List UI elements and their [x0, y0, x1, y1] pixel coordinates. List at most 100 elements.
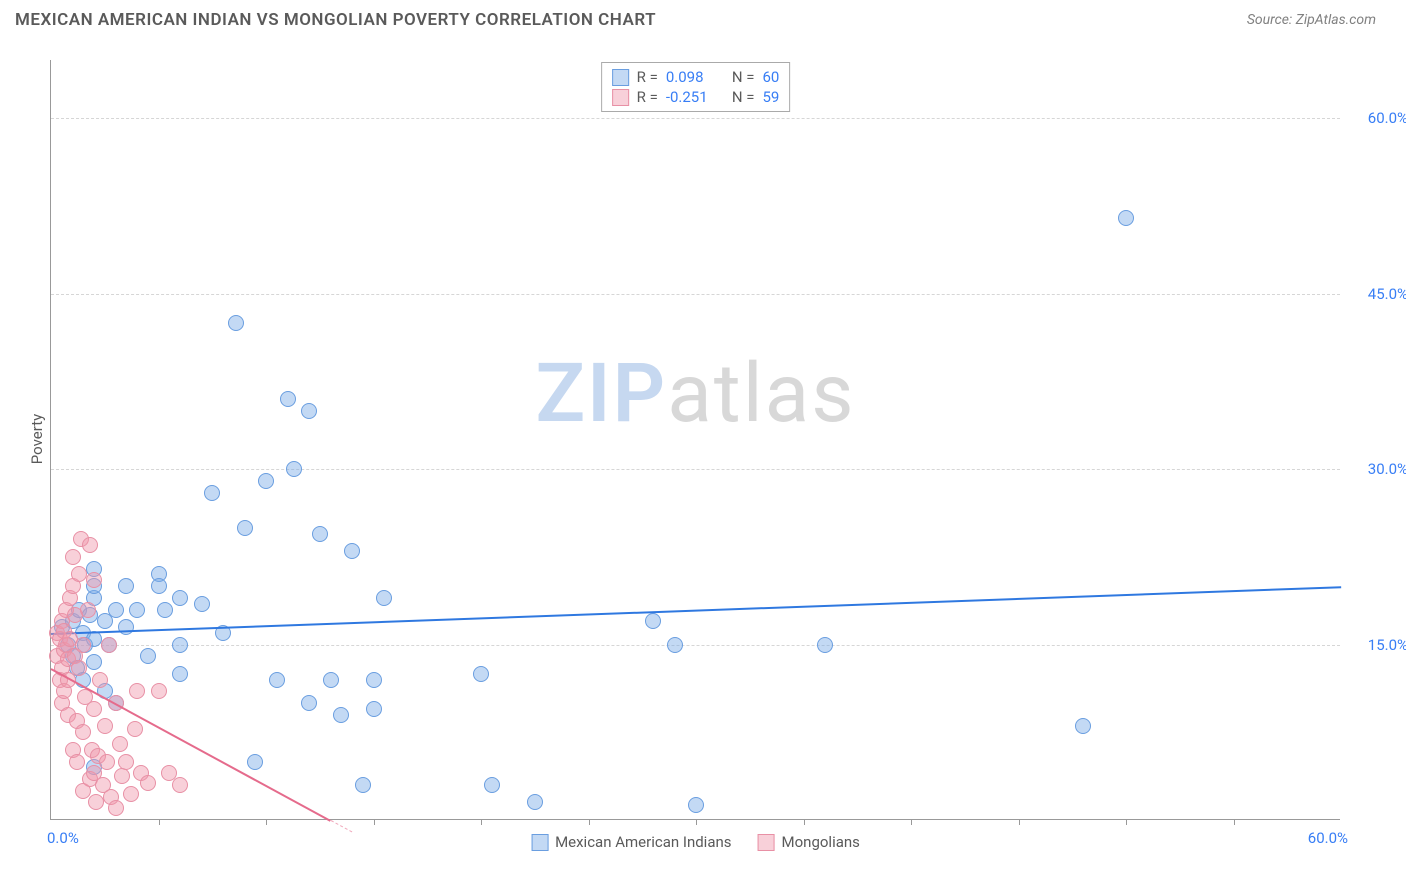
data-point [118, 619, 134, 635]
data-point [301, 403, 317, 419]
y-tick-label: 45.0% [1348, 285, 1406, 303]
data-point [118, 754, 134, 770]
gridline [51, 645, 1340, 646]
data-point [71, 566, 87, 582]
data-point [237, 520, 253, 536]
data-point [312, 526, 328, 542]
x-axis-max-label: 60.0% [1308, 829, 1348, 847]
legend-series-label: Mexican American Indians [555, 833, 731, 851]
data-point [484, 777, 500, 793]
chart-source: Source: ZipAtlas.com [1247, 12, 1376, 28]
data-point [75, 724, 91, 740]
gridline [51, 469, 1340, 470]
data-point [269, 672, 285, 688]
data-point [112, 736, 128, 752]
x-tick [1234, 819, 1235, 825]
data-point [97, 718, 113, 734]
data-point [323, 672, 339, 688]
data-point [258, 473, 274, 489]
watermark-zip: ZIP [535, 346, 667, 442]
legend-series-label: Mongolians [782, 833, 860, 851]
legend-R-label: R = [637, 88, 658, 106]
legend-N-label: N = [732, 88, 755, 106]
trend-line-dash [330, 820, 352, 833]
data-point [114, 768, 130, 784]
data-point [82, 537, 98, 553]
data-point [172, 777, 188, 793]
data-point [355, 777, 371, 793]
x-tick [589, 819, 590, 825]
data-point [366, 701, 382, 717]
data-point [688, 797, 704, 813]
data-point [127, 721, 143, 737]
x-axis-min-label: 0.0% [47, 829, 79, 847]
data-point [129, 602, 145, 618]
data-point [86, 701, 102, 717]
data-point [376, 590, 392, 606]
data-point [75, 637, 91, 653]
legend-R-label: R = [637, 68, 658, 86]
gridline [51, 118, 1340, 119]
data-point [172, 666, 188, 682]
data-point [333, 707, 349, 723]
x-tick [374, 819, 375, 825]
data-point [157, 602, 173, 618]
data-point [86, 572, 102, 588]
data-point [1075, 718, 1091, 734]
data-point [366, 672, 382, 688]
data-point [194, 596, 210, 612]
data-point [80, 602, 96, 618]
x-tick [266, 819, 267, 825]
data-point [88, 794, 104, 810]
data-point [129, 683, 145, 699]
chart-title: MEXICAN AMERICAN INDIAN VS MONGOLIAN POV… [15, 10, 656, 30]
data-point [140, 648, 156, 664]
data-point [301, 695, 317, 711]
data-point [473, 666, 489, 682]
plot-area: ZIPatlas R =0.098N =60R =-0.251N =59 Mex… [50, 60, 1340, 820]
chart-container: Poverty ZIPatlas R =0.098N =60R =-0.251N… [40, 60, 1370, 840]
data-point [65, 549, 81, 565]
legend-series-item: Mongolians [758, 833, 860, 851]
y-tick-label: 30.0% [1348, 460, 1406, 478]
data-point [118, 578, 134, 594]
x-tick [1019, 819, 1020, 825]
data-point [101, 637, 117, 653]
trend-line [51, 586, 1341, 635]
data-point [86, 654, 102, 670]
legend-stats: R =0.098N =60R =-0.251N =59 [601, 62, 791, 112]
data-point [151, 683, 167, 699]
legend-N-value: 59 [762, 88, 779, 106]
data-point [527, 794, 543, 810]
y-axis-title: Poverty [28, 414, 46, 464]
data-point [172, 637, 188, 653]
data-point [123, 786, 139, 802]
legend-swatch [612, 89, 629, 106]
legend-N-label: N = [732, 68, 755, 86]
data-point [69, 754, 85, 770]
data-point [667, 637, 683, 653]
data-point [108, 800, 124, 816]
legend-swatch [531, 834, 548, 851]
x-tick [159, 819, 160, 825]
data-point [172, 590, 188, 606]
gridline [51, 294, 1340, 295]
x-tick [911, 819, 912, 825]
legend-stats-row: R = 0.098 N = 60 [612, 67, 780, 87]
legend-swatch [612, 69, 629, 86]
data-point [140, 775, 156, 791]
y-tick-label: 15.0% [1348, 636, 1406, 654]
legend-N-value: 60 [762, 68, 779, 86]
data-point [247, 754, 263, 770]
data-point [280, 391, 296, 407]
legend-series-item: Mexican American Indians [531, 833, 731, 851]
data-point [92, 672, 108, 688]
x-tick [1126, 819, 1127, 825]
x-tick [696, 819, 697, 825]
legend-stats-row: R =-0.251N =59 [612, 87, 780, 107]
data-point [286, 461, 302, 477]
data-point [817, 637, 833, 653]
data-point [344, 543, 360, 559]
legend-R-value: 0.098 [666, 68, 724, 86]
legend-series: Mexican American Indians Mongolians [531, 833, 860, 851]
